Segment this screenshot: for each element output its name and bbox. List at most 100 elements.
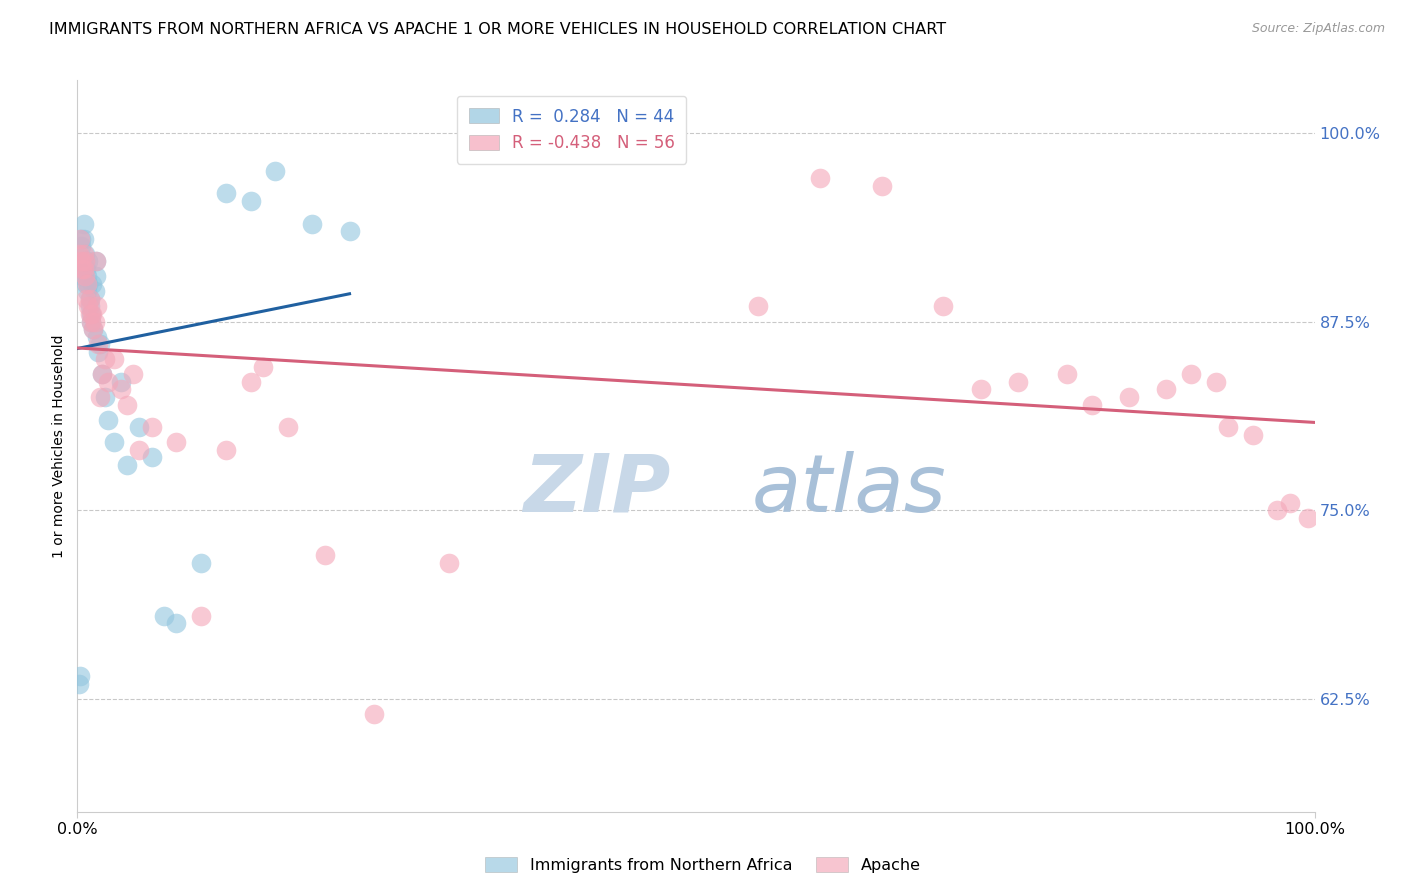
Point	[77, 300, 100, 314]
Point	[165, 435, 187, 450]
Point	[76, 285, 98, 299]
Point	[83, 315, 105, 329]
Point	[79, 292, 101, 306]
Point	[73, 254, 96, 268]
Point	[84, 269, 107, 284]
Point	[72, 269, 94, 284]
Point	[93, 390, 115, 404]
Point	[97, 412, 120, 426]
Point	[301, 217, 323, 231]
Point	[122, 368, 145, 382]
Point	[72, 232, 94, 246]
Point	[87, 344, 110, 359]
Point	[67, 676, 90, 690]
Point	[89, 337, 111, 351]
Point	[87, 337, 110, 351]
Point	[80, 315, 103, 329]
Point	[1267, 503, 1289, 517]
Point	[72, 261, 94, 276]
Point	[73, 246, 96, 260]
Point	[363, 706, 385, 721]
Point	[1056, 368, 1078, 382]
Point	[69, 669, 91, 683]
Point	[103, 435, 125, 450]
Point	[82, 277, 104, 291]
Point	[77, 254, 100, 268]
Point	[1298, 510, 1320, 524]
Point	[79, 292, 101, 306]
Point	[75, 261, 97, 276]
Point	[190, 608, 212, 623]
Point	[79, 300, 101, 314]
Point	[69, 232, 91, 246]
Point	[264, 163, 287, 178]
Point	[141, 420, 163, 434]
Point	[84, 254, 107, 268]
Point	[76, 277, 98, 291]
Point	[437, 556, 460, 570]
Y-axis label: 1 or more Vehicles in Household: 1 or more Vehicles in Household	[52, 334, 66, 558]
Point	[73, 254, 96, 268]
Point	[932, 300, 955, 314]
Point	[72, 261, 94, 276]
Point	[747, 300, 769, 314]
Point	[141, 450, 163, 465]
Point	[79, 307, 101, 321]
Point	[73, 269, 96, 284]
Point	[91, 368, 114, 382]
Point	[115, 458, 138, 472]
Point	[75, 277, 97, 291]
Point	[277, 420, 299, 434]
Point	[1081, 398, 1104, 412]
Point	[110, 383, 132, 397]
Point	[89, 390, 111, 404]
Legend: Immigrants from Northern Africa, Apache: Immigrants from Northern Africa, Apache	[478, 851, 928, 880]
Point	[1241, 427, 1264, 442]
Point	[115, 398, 138, 412]
Point	[165, 616, 187, 631]
Point	[83, 285, 105, 299]
Text: Source: ZipAtlas.com: Source: ZipAtlas.com	[1251, 22, 1385, 36]
Point	[86, 329, 108, 343]
Point	[82, 322, 104, 336]
Point	[1205, 375, 1227, 389]
Text: ZIP: ZIP	[523, 450, 671, 529]
Point	[93, 352, 115, 367]
Point	[77, 277, 100, 291]
Point	[128, 420, 150, 434]
Point	[72, 217, 94, 231]
Point	[969, 383, 991, 397]
Point	[1154, 383, 1177, 397]
Point	[110, 375, 132, 389]
Point	[103, 352, 125, 367]
Point	[82, 322, 104, 336]
Text: IMMIGRANTS FROM NORTHERN AFRICA VS APACHE 1 OR MORE VEHICLES IN HOUSEHOLD CORREL: IMMIGRANTS FROM NORTHERN AFRICA VS APACH…	[49, 22, 946, 37]
Point	[239, 194, 262, 208]
Point	[1007, 375, 1029, 389]
Point	[153, 608, 176, 623]
Point	[314, 549, 336, 563]
Point	[808, 171, 831, 186]
Point	[80, 315, 103, 329]
Point	[870, 178, 893, 193]
Point	[215, 186, 238, 201]
Point	[1118, 390, 1140, 404]
Legend: R =  0.284   N = 44, R = -0.438   N = 56: R = 0.284 N = 44, R = -0.438 N = 56	[457, 96, 686, 163]
Point	[86, 300, 108, 314]
Point	[1216, 420, 1239, 434]
Point	[70, 254, 93, 268]
Point	[239, 375, 262, 389]
Point	[72, 246, 94, 260]
Point	[215, 442, 238, 457]
Text: atlas: atlas	[752, 450, 946, 529]
Point	[80, 307, 103, 321]
Point	[75, 292, 97, 306]
Point	[128, 442, 150, 457]
Point	[97, 375, 120, 389]
Point	[72, 261, 94, 276]
Point	[70, 232, 93, 246]
Point	[1180, 368, 1202, 382]
Point	[82, 307, 104, 321]
Point	[339, 224, 361, 238]
Point	[190, 556, 212, 570]
